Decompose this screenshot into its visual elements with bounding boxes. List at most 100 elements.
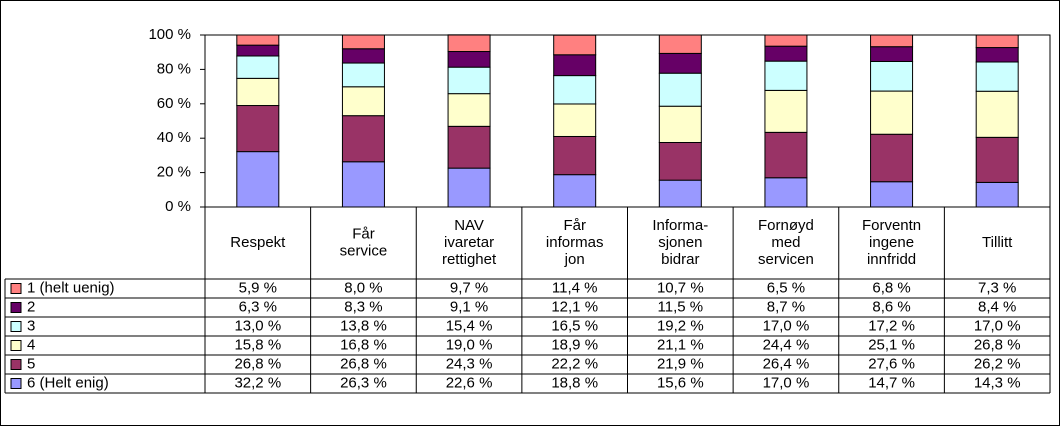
bar-segment <box>236 55 280 79</box>
data-label: 8,7 % <box>767 298 805 315</box>
bar-segment <box>447 51 491 68</box>
data-label: 18,8 % <box>551 374 598 391</box>
data-label: 26,8 % <box>974 336 1021 353</box>
data-label: 9,1 % <box>450 298 488 315</box>
data-label: 26,8 % <box>340 355 387 372</box>
data-label: 13,0 % <box>234 317 281 334</box>
bar-segment <box>658 179 702 208</box>
data-label: 16,5 % <box>551 317 598 334</box>
y-tick-label: 0 % <box>165 198 191 215</box>
bar-segment <box>341 86 385 117</box>
category-label: service <box>340 242 388 259</box>
data-label: 15,4 % <box>446 317 493 334</box>
category-label: Respekt <box>230 234 286 251</box>
category-label: informas <box>546 234 604 251</box>
data-label: 15,6 % <box>657 374 704 391</box>
category-label: Tillitt <box>982 234 1013 251</box>
bar-segment <box>870 34 914 48</box>
data-label: 22,6 % <box>446 374 493 391</box>
legend-label: 5 <box>27 355 35 372</box>
bar-segment <box>764 60 808 91</box>
y-tick-label: 40 % <box>157 129 191 146</box>
legend-label: 2 <box>27 298 35 315</box>
bar-segment <box>553 174 597 208</box>
category-label: rettighet <box>442 251 497 268</box>
category-label: servicen <box>758 251 814 268</box>
category-label: Forventn <box>862 217 921 234</box>
legend-key <box>10 283 22 294</box>
bar-segment <box>975 136 1019 183</box>
data-label: 26,4 % <box>763 355 810 372</box>
bar-segment <box>341 48 385 64</box>
bar-segment <box>658 52 702 74</box>
legend-label: 1 (helt uenig) <box>27 279 115 296</box>
y-tick-label: 20 % <box>157 164 191 181</box>
data-label: 11,4 % <box>552 279 598 296</box>
bar-segment <box>553 34 597 56</box>
data-label: 15,8 % <box>234 336 281 353</box>
data-label: 9,7 % <box>450 279 488 296</box>
bar-segment <box>870 133 914 183</box>
y-tick-label: 60 % <box>157 95 191 112</box>
data-label: 10,7 % <box>657 279 704 296</box>
data-label: 26,3 % <box>340 374 387 391</box>
data-label: 14,7 % <box>868 374 915 391</box>
legend-key <box>10 340 22 351</box>
bar-segment <box>870 60 914 92</box>
bar-segment <box>658 105 702 143</box>
data-label: 21,1 % <box>657 336 704 353</box>
bar-segment <box>553 54 597 77</box>
bar-segment <box>447 93 491 127</box>
legend-label: 4 <box>27 336 35 353</box>
bar-segment <box>975 34 1019 49</box>
category-label: NAV <box>454 217 484 234</box>
bar-segment <box>236 105 280 153</box>
bar-segment <box>447 66 491 95</box>
bar-segment <box>764 177 808 208</box>
bar-segment <box>236 77 280 107</box>
bar-segment <box>447 125 491 169</box>
data-label: 32,2 % <box>234 374 281 391</box>
bar-segment <box>764 34 808 47</box>
data-label: 17,0 % <box>763 374 810 391</box>
data-label: 6,8 % <box>872 279 910 296</box>
category-label: bidrar <box>661 251 699 268</box>
data-label: 17,0 % <box>763 317 810 334</box>
bar-segment <box>975 47 1019 63</box>
category-label: jon <box>564 251 585 268</box>
bar-segment <box>658 72 702 107</box>
data-label: 22,2 % <box>551 355 598 372</box>
data-label: 26,8 % <box>234 355 281 372</box>
bar-segment <box>975 90 1019 138</box>
bar-segment <box>341 62 385 88</box>
bar-segment <box>764 131 808 179</box>
bar-segment <box>870 181 914 208</box>
data-label: 8,3 % <box>344 298 382 315</box>
data-label: 19,0 % <box>446 336 493 353</box>
bar-segment <box>553 135 597 176</box>
data-label: 24,4 % <box>763 336 810 353</box>
bar-segment <box>236 151 280 208</box>
bar-segment <box>341 115 385 163</box>
bar-segment <box>341 161 385 208</box>
y-tick-label: 100 % <box>148 26 191 43</box>
data-label: 17,2 % <box>868 317 915 334</box>
data-label: 24,3 % <box>446 355 493 372</box>
bar-segment <box>553 75 597 105</box>
data-label: 25,1 % <box>868 336 915 353</box>
data-label: 21,9 % <box>657 355 704 372</box>
bar-segment <box>553 103 597 137</box>
bar-segment <box>341 34 385 50</box>
data-label: 8,6 % <box>872 298 910 315</box>
data-label: 26,2 % <box>974 355 1021 372</box>
bar-segment <box>764 45 808 62</box>
bar-segment <box>447 167 491 208</box>
data-label: 6,5 % <box>767 279 805 296</box>
bar-segment <box>975 181 1019 208</box>
data-label: 11,5 % <box>658 298 704 315</box>
data-label: 6,3 % <box>239 298 277 315</box>
bar-segment <box>870 90 914 135</box>
legend-key <box>10 359 22 370</box>
y-tick-label: 80 % <box>157 60 191 77</box>
